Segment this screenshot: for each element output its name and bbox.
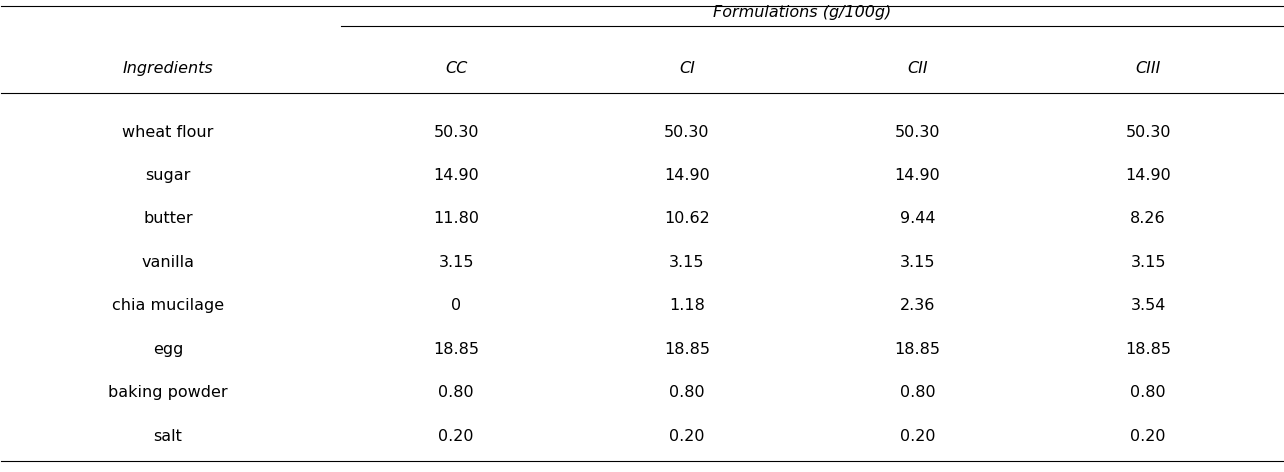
Text: salt: salt bbox=[154, 429, 182, 444]
Text: 0.80: 0.80 bbox=[1130, 385, 1166, 400]
Text: 18.85: 18.85 bbox=[664, 342, 710, 357]
Text: Ingredients: Ingredients bbox=[122, 61, 213, 76]
Text: 0.20: 0.20 bbox=[438, 429, 474, 444]
Text: 18.85: 18.85 bbox=[895, 342, 940, 357]
Text: CI: CI bbox=[679, 61, 695, 76]
Text: Formulations (g/100g): Formulations (g/100g) bbox=[713, 5, 891, 20]
Text: 2.36: 2.36 bbox=[900, 298, 935, 313]
Text: 3.15: 3.15 bbox=[1130, 255, 1166, 270]
Text: 0.20: 0.20 bbox=[900, 429, 935, 444]
Text: 14.90: 14.90 bbox=[895, 168, 940, 183]
Text: CIII: CIII bbox=[1135, 61, 1161, 76]
Text: 50.30: 50.30 bbox=[1125, 125, 1171, 140]
Text: 1.18: 1.18 bbox=[669, 298, 705, 313]
Text: 0.20: 0.20 bbox=[669, 429, 705, 444]
Text: 14.90: 14.90 bbox=[664, 168, 710, 183]
Text: 14.90: 14.90 bbox=[1125, 168, 1171, 183]
Text: wheat flour: wheat flour bbox=[122, 125, 213, 140]
Text: 10.62: 10.62 bbox=[664, 211, 710, 227]
Text: 18.85: 18.85 bbox=[433, 342, 479, 357]
Text: 3.54: 3.54 bbox=[1130, 298, 1166, 313]
Text: 50.30: 50.30 bbox=[434, 125, 479, 140]
Text: chia mucilage: chia mucilage bbox=[112, 298, 223, 313]
Text: 9.44: 9.44 bbox=[900, 211, 935, 227]
Text: egg: egg bbox=[153, 342, 184, 357]
Text: 11.80: 11.80 bbox=[433, 211, 479, 227]
Text: baking powder: baking powder bbox=[108, 385, 227, 400]
Text: 50.30: 50.30 bbox=[664, 125, 710, 140]
Text: vanilla: vanilla bbox=[141, 255, 194, 270]
Text: 3.15: 3.15 bbox=[669, 255, 705, 270]
Text: butter: butter bbox=[143, 211, 193, 227]
Text: 8.26: 8.26 bbox=[1130, 211, 1166, 227]
Text: 0: 0 bbox=[451, 298, 461, 313]
Text: 50.30: 50.30 bbox=[895, 125, 940, 140]
Text: CII: CII bbox=[908, 61, 928, 76]
Text: 14.90: 14.90 bbox=[433, 168, 479, 183]
Text: CC: CC bbox=[446, 61, 467, 76]
Text: sugar: sugar bbox=[145, 168, 190, 183]
Text: 0.20: 0.20 bbox=[1130, 429, 1166, 444]
Text: 3.15: 3.15 bbox=[900, 255, 935, 270]
Text: 0.80: 0.80 bbox=[438, 385, 474, 400]
Text: 0.80: 0.80 bbox=[669, 385, 705, 400]
Text: 0.80: 0.80 bbox=[900, 385, 935, 400]
Text: 18.85: 18.85 bbox=[1125, 342, 1171, 357]
Text: 3.15: 3.15 bbox=[438, 255, 474, 270]
